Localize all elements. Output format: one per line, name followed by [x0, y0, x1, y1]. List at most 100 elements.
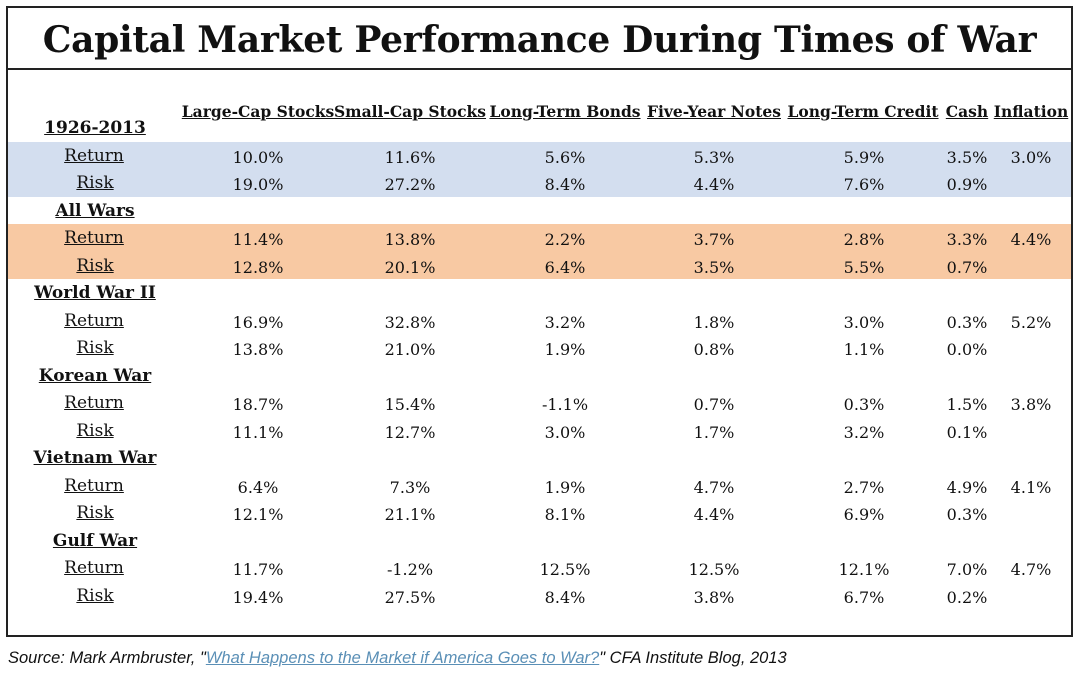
table-cell: 4.4% [693, 175, 735, 194]
table-cell: 3.7% [693, 230, 735, 249]
table-cell: 3.2% [544, 312, 586, 332]
source-citation: Source: Mark Armbruster, "What Happens t… [8, 649, 787, 668]
row-label: Risk [76, 420, 114, 441]
table-cell: 4.7% [1010, 560, 1052, 579]
table-cell: 4.4% [693, 505, 735, 524]
table-cell: 13.8% [384, 230, 436, 249]
row-label: Risk [76, 173, 114, 193]
table-cell: 0.1% [946, 422, 988, 442]
column-header: Long-Term Credit [787, 102, 939, 121]
source-suffix: " CFA Institute Blog, 2013 [599, 649, 787, 667]
column-header: Five-Year Notes [647, 102, 781, 121]
column-header: Long-Term Bonds [489, 102, 641, 121]
table-cell: 5.6% [544, 147, 586, 167]
row-label: Return [64, 145, 124, 166]
table-cell: 20.1% [384, 257, 436, 277]
table-cell: -1.1% [541, 395, 589, 414]
column-header: Cash [945, 102, 989, 121]
table-cell: 12.5% [688, 560, 740, 579]
table-cell: 3.8% [1010, 395, 1052, 414]
table-cell: 12.8% [232, 257, 284, 277]
table-cell: 0.3% [946, 312, 988, 332]
table-cell: 1.9% [544, 340, 586, 359]
table-cell: 11.1% [232, 422, 284, 442]
table-cell: 4.4% [1010, 230, 1052, 249]
table-cell: 3.2% [843, 422, 885, 442]
section-header: 1926-2013 [44, 118, 146, 138]
section-highlight-band [8, 141, 1071, 197]
column-header: Small-Cap Stocks [333, 102, 487, 121]
table-cell: 1.7% [693, 422, 735, 442]
table-cell: 7.0% [946, 560, 988, 579]
table-cell: 0.7% [693, 395, 735, 414]
table-cell: 11.6% [384, 147, 436, 167]
table-cell: 2.2% [544, 230, 586, 249]
table-cell: 7.6% [843, 175, 885, 194]
source-prefix: Source: Mark Armbruster, " [8, 649, 206, 667]
table-cell: 12.7% [384, 422, 436, 442]
section-header: All Wars [55, 200, 135, 221]
row-label: Return [64, 228, 124, 248]
table-cell: 32.8% [384, 312, 436, 332]
table-cell: 6.7% [843, 587, 885, 607]
table-cell: 0.2% [946, 587, 988, 607]
table-cell: 3.0% [544, 422, 586, 442]
table-cell: 8.4% [544, 175, 586, 194]
row-label: Return [64, 393, 124, 413]
column-header: Inflation [993, 102, 1069, 121]
section-header: Korean War [38, 365, 152, 386]
table-cell: 3.5% [693, 257, 735, 277]
table-cell: 12.1% [838, 560, 890, 579]
table-cell: 5.9% [843, 147, 885, 167]
table-cell: 0.3% [946, 505, 988, 524]
table-cell: 0.7% [946, 257, 988, 277]
table-cell: 4.9% [946, 477, 988, 497]
table-cell: 3.0% [1010, 147, 1052, 167]
source-link[interactable]: What Happens to the Market if America Go… [205, 649, 600, 667]
section-header: World War II [34, 283, 156, 303]
table-cell: 0.8% [693, 340, 735, 359]
table-cell: 18.7% [232, 395, 284, 414]
table-cell: 0.3% [843, 395, 885, 414]
row-label: Risk [76, 503, 114, 523]
table-cell: 11.4% [232, 230, 284, 249]
table-cell: 11.7% [232, 560, 284, 579]
table-cell: 16.9% [232, 312, 284, 332]
title-divider [8, 68, 1071, 70]
table-cell: 5.3% [693, 147, 735, 167]
table-cell: 5.2% [1010, 312, 1052, 332]
table-cell: 4.7% [693, 477, 735, 497]
table-cell: 5.5% [843, 257, 885, 277]
table-cell: 27.5% [384, 587, 436, 607]
table-cell: 8.1% [544, 505, 586, 524]
table-cell: 2.8% [843, 230, 885, 249]
table-cell: 3.3% [946, 230, 988, 249]
table-cell: 21.0% [384, 340, 436, 359]
table-cell: 21.1% [384, 505, 436, 524]
row-label: Risk [76, 255, 114, 276]
row-label: Return [64, 558, 124, 578]
page-title: Capital Market Performance During Times … [42, 19, 1037, 61]
table-cell: 12.1% [232, 505, 284, 524]
table-cell: 1.1% [843, 340, 885, 359]
table-cell: 6.4% [544, 257, 586, 277]
row-label: Risk [76, 585, 114, 606]
table-cell: 6.9% [843, 505, 885, 524]
table-frame: Capital Market Performance During Times … [6, 6, 1073, 637]
table-cell: -1.2% [386, 560, 434, 579]
table-cell: 3.8% [693, 587, 735, 607]
row-label: Return [64, 310, 124, 331]
table-cell: 1.9% [544, 477, 586, 497]
table-cell: 10.0% [232, 147, 284, 167]
table-cell: 7.3% [389, 477, 431, 497]
table-cell: 8.4% [544, 587, 586, 607]
table-cell: 6.4% [237, 477, 279, 497]
table-cell: 4.1% [1010, 477, 1052, 497]
section-highlight-band [8, 224, 1071, 279]
table-cell: 0.9% [946, 175, 988, 194]
table-cell: 1.8% [693, 312, 735, 332]
column-header: Large-Cap Stocks [181, 102, 335, 121]
section-header: Gulf War [52, 530, 138, 551]
table-cell: 19.4% [232, 587, 284, 607]
table-cell: 2.7% [843, 477, 885, 497]
